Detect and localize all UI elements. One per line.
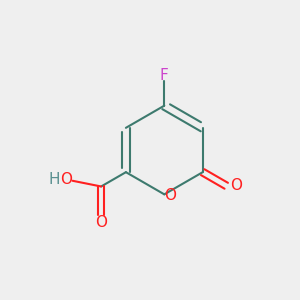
Text: O: O	[60, 172, 72, 188]
Text: O: O	[165, 188, 177, 203]
Text: O: O	[230, 178, 242, 193]
Text: H: H	[48, 172, 60, 188]
Text: O: O	[95, 215, 107, 230]
Text: F: F	[160, 68, 169, 82]
